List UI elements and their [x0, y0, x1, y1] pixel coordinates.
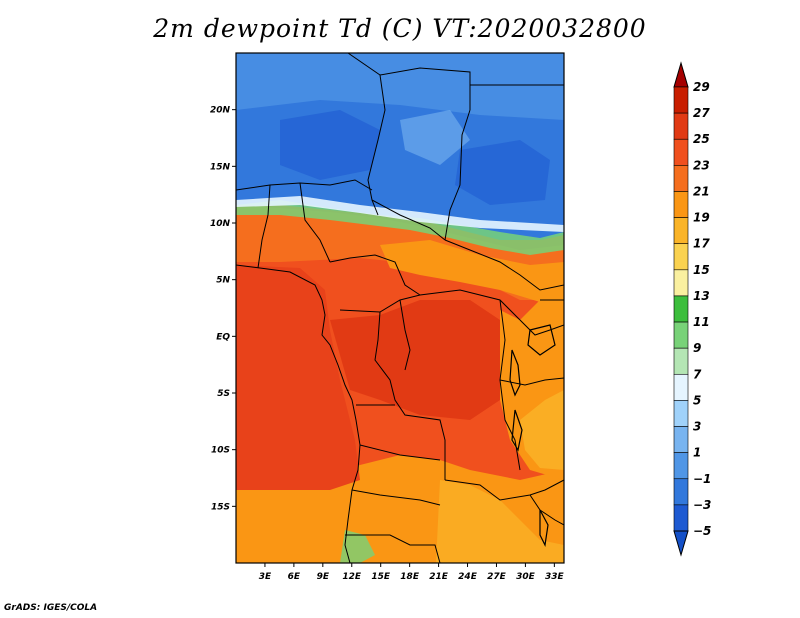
- lat-tick-label: EQ: [216, 332, 230, 342]
- colorbar-segment: [673, 504, 689, 532]
- colorbar: 29 27 25 23 21 19 17 15 13 11 9 7 5 3 1 −1 −3 −5: [673, 61, 711, 557]
- colorbar-label: 21: [693, 184, 710, 198]
- colorbar-label: 19: [693, 211, 710, 225]
- colorbar-label: 15: [693, 263, 710, 277]
- lat-tick-label: 15S: [211, 502, 230, 512]
- colorbar-label: 9: [693, 341, 701, 355]
- colorbar-segment: [673, 478, 689, 506]
- colorbar-label: −3: [693, 498, 711, 512]
- colorbar-segment: [673, 321, 689, 349]
- colorbar-segment: [673, 269, 689, 297]
- colorbar-segment: [673, 295, 689, 323]
- lon-tick-label: 33E: [545, 572, 565, 582]
- colorbar-segment: [673, 426, 689, 453]
- lon-tick-label: 18E: [400, 572, 420, 582]
- colorbar-segment: [673, 373, 689, 401]
- lon-axis: 3E 6E 9E 12E 15E 18E 21E 24E 27E 30E 33E: [259, 563, 565, 582]
- lat-axis: 20N 15N 10N 5N EQ 5S 10S 15S: [210, 106, 236, 512]
- lat-tick-label: 10N: [210, 219, 231, 229]
- lat-tick-label: 20N: [210, 106, 231, 116]
- colorbar-label: 23: [693, 158, 710, 172]
- lon-tick-label: 27E: [487, 572, 507, 582]
- map-frame: [235, 52, 565, 564]
- lat-tick-label: 15N: [210, 162, 231, 172]
- lon-tick-label: 24E: [458, 572, 478, 582]
- colorbar-segment: [673, 112, 689, 140]
- lon-tick-label: 9E: [317, 572, 330, 582]
- lon-tick-label: 3E: [259, 572, 272, 582]
- lon-tick-label: 15E: [371, 572, 391, 582]
- lon-tick-label: 12E: [342, 572, 362, 582]
- chart-title: 2m dewpoint Td (C) VT:2020032800: [153, 14, 647, 43]
- dewpoint-field: [236, 53, 564, 563]
- colorbar-segment: [673, 191, 689, 218]
- colorbar-segment: [673, 452, 689, 480]
- credit-label: GrADS: IGES/COLA: [4, 603, 98, 613]
- lat-tick-label: 10S: [211, 446, 230, 456]
- colorbar-label: 5: [693, 393, 701, 407]
- colorbar-label: 13: [693, 289, 710, 303]
- lon-tick-label: 6E: [288, 572, 301, 582]
- colorbar-segment: [673, 347, 689, 375]
- lat-tick-label: 5N: [216, 276, 230, 286]
- colorbar-segment: [673, 400, 689, 427]
- colorbar-label: −1: [693, 472, 711, 486]
- colorbar-label: 7: [693, 367, 702, 381]
- lat-tick-label: 5S: [217, 389, 230, 399]
- colorbar-label: 17: [693, 237, 710, 251]
- colorbar-segment: [673, 165, 689, 192]
- colorbar-segment: [673, 243, 689, 271]
- colorbar-segment: [673, 138, 689, 166]
- colorbar-label: −5: [693, 524, 711, 538]
- colorbar-max-arrow: [673, 61, 689, 88]
- colorbar-label: 25: [693, 132, 710, 146]
- colorbar-label: 27: [693, 106, 710, 120]
- lon-tick-label: 30E: [516, 572, 536, 582]
- colorbar-label: 1: [693, 446, 701, 460]
- colorbar-label: 3: [693, 420, 701, 434]
- colorbar-label: 11: [693, 315, 710, 329]
- lon-tick-label: 21E: [429, 572, 449, 582]
- colorbar-label: 29: [693, 80, 710, 94]
- colorbar-segment: [673, 86, 689, 114]
- colorbar-min-arrow: [673, 530, 689, 557]
- colorbar-segment: [673, 217, 689, 245]
